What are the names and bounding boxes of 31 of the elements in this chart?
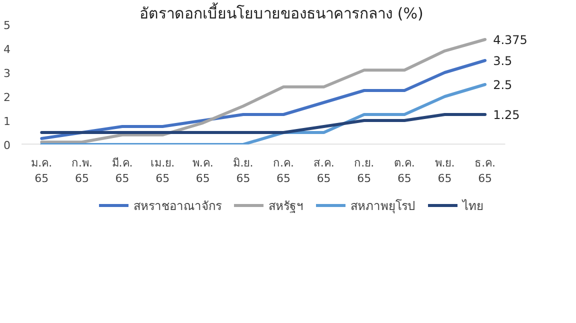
y-tick-label: 4: [4, 43, 10, 56]
chart-title: อัตราดอกเบี้ยนโยบายของธนาคารกลาง (%): [140, 2, 424, 22]
legend-label: สหรัฐฯ: [268, 198, 304, 214]
x-tick-label: พ.ค. 65: [192, 156, 214, 186]
x-tick-label: ส.ค. 65: [313, 156, 334, 186]
legend-label: สหภาพยุโรป: [350, 198, 416, 214]
x-tick-label: พ.ย. 65: [434, 156, 455, 186]
x-tick-label: เม.ย. 65: [150, 156, 175, 186]
y-tick-label: 2: [4, 91, 10, 104]
line-series: [40, 83, 487, 144]
x-tick-label: ต.ค. 65: [394, 156, 415, 186]
y-tick-label: 1: [4, 115, 10, 128]
x-tick-label: ม.ค. 65: [31, 156, 52, 186]
x-tick-label: มี.ค. 65: [112, 156, 133, 186]
x-tick-label: ธ.ค. 65: [474, 156, 496, 186]
line-series: [40, 113, 487, 134]
line-series: [40, 59, 487, 140]
y-tick-label: 0: [4, 139, 10, 152]
line-series: [40, 38, 487, 144]
data-label: 4.375: [493, 33, 528, 47]
y-tick-label: 5: [4, 19, 10, 32]
x-tick-label: ก.พ. 65: [71, 156, 92, 186]
data-label: 2.5: [493, 78, 512, 92]
x-tick-label: ก.ย. 65: [354, 156, 374, 186]
y-tick-label: 3: [4, 67, 10, 80]
x-tick-label: มิ.ย. 65: [233, 156, 254, 186]
data-label: 1.25: [493, 108, 520, 122]
legend-label: สหราชอาณาจักร: [134, 198, 222, 214]
data-label: 3.5: [493, 54, 512, 68]
x-tick-label: ก.ค. 65: [273, 156, 294, 186]
legend-label: ไทย: [462, 198, 484, 214]
